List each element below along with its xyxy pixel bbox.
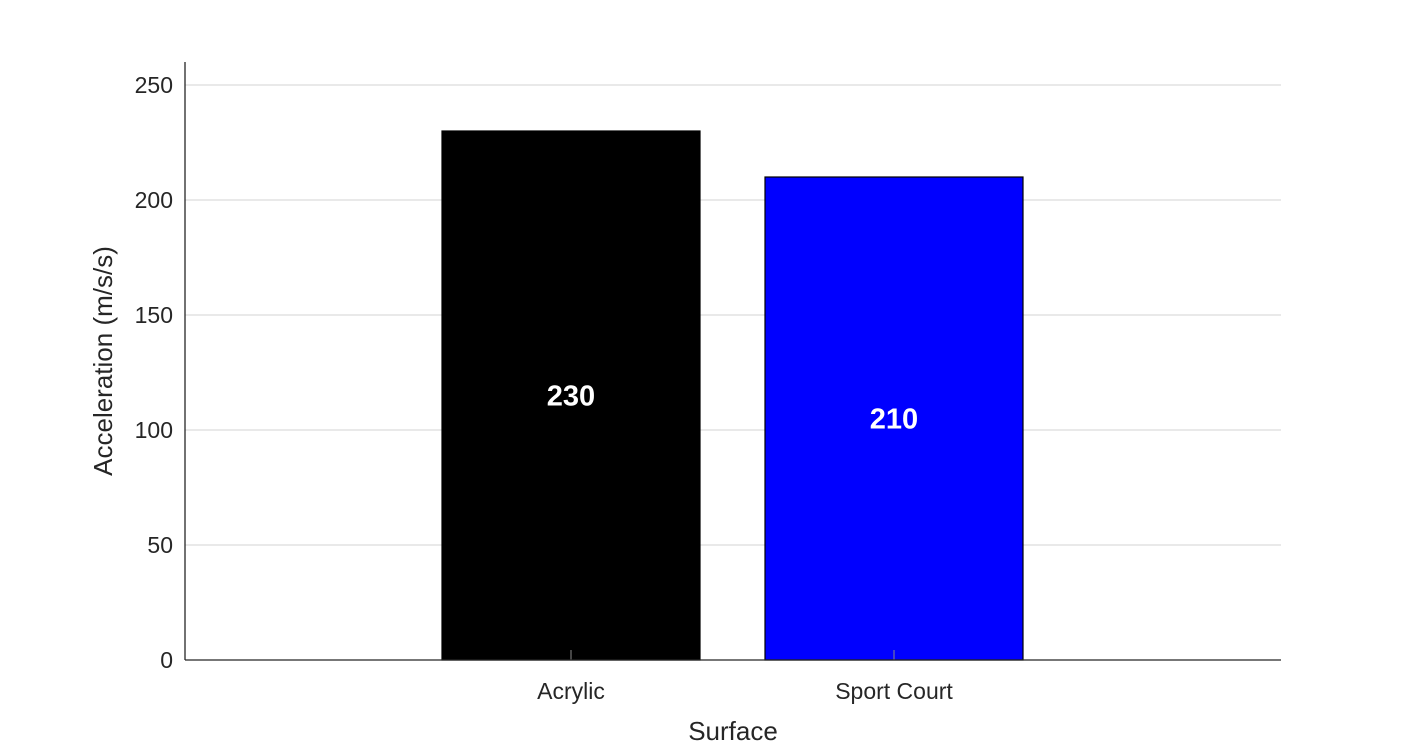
y-tick-label: 0 [160,647,173,673]
x-tick-label: Acrylic [537,678,605,704]
bar-data-labels: 230 210 [547,381,918,436]
bars [441,130,1024,661]
bar [441,130,701,661]
axes [184,62,1281,661]
y-tick-label: 250 [135,72,173,98]
x-tick-labels: Acrylic Sport Court [537,678,953,704]
y-tick-label: 100 [135,417,173,443]
y-tick-label: 200 [135,187,173,213]
bar-data-label: 210 [870,404,918,436]
y-tick-label: 50 [147,532,173,558]
x-tick-label: Sport Court [835,678,953,704]
x-axis-title: Surface [688,716,778,746]
y-axis-title: Acceleration (m/s/s) [88,246,118,476]
y-tick-labels: 0 50 100 150 200 250 [135,72,173,673]
bar [764,176,1024,661]
bar-data-label: 230 [547,381,595,413]
grid-lines [185,84,1281,546]
y-tick-label: 150 [135,302,173,328]
